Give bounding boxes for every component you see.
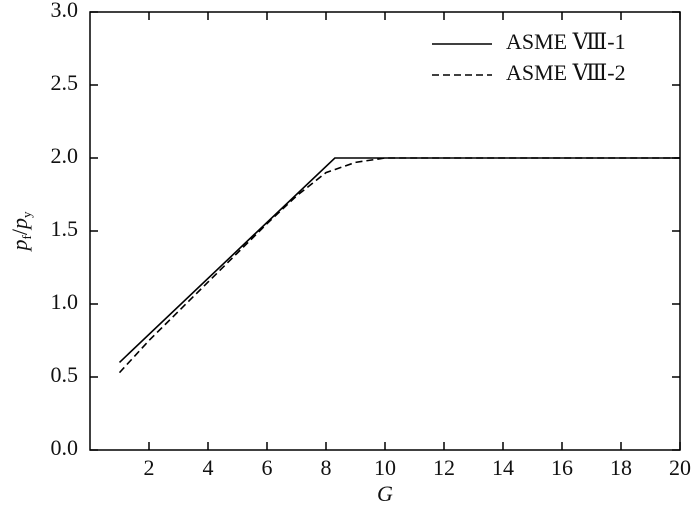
x-tick-label: 20 (669, 455, 691, 480)
x-tick-label: 12 (433, 455, 455, 480)
y-tick-label: 0.0 (51, 435, 79, 460)
data-line (118, 157, 680, 363)
y-label-part: y (19, 211, 34, 218)
x-tick-label: 14 (492, 455, 514, 480)
x-axis-label: G (377, 481, 393, 506)
y-tick-label: 2.0 (51, 143, 79, 168)
y-tick-label: 2.5 (51, 70, 79, 95)
y-axis-label: pf/py (7, 211, 34, 252)
x-tick-label: 8 (321, 455, 332, 480)
y-tick-label: 1.0 (51, 289, 79, 314)
y-label-part: f (19, 234, 34, 239)
x-tick-label: 2 (144, 455, 155, 480)
x-tick-label: 10 (374, 455, 396, 480)
y-label-part: p (7, 218, 32, 231)
x-tick-label: 6 (262, 455, 273, 480)
data-line (118, 157, 680, 374)
x-tick-label: 4 (203, 455, 214, 480)
legend-label: ASME Ⅷ-2 (506, 60, 626, 85)
y-tick-label: 3.0 (51, 0, 79, 22)
legend-label: ASME Ⅷ-1 (506, 29, 626, 54)
x-tick-label: 16 (551, 455, 573, 480)
y-tick-label: 0.5 (51, 362, 79, 387)
y-tick-label: 1.5 (51, 216, 79, 241)
x-tick-label: 18 (610, 455, 632, 480)
y-label-part: / (7, 228, 32, 235)
y-label-part: p (7, 239, 32, 252)
